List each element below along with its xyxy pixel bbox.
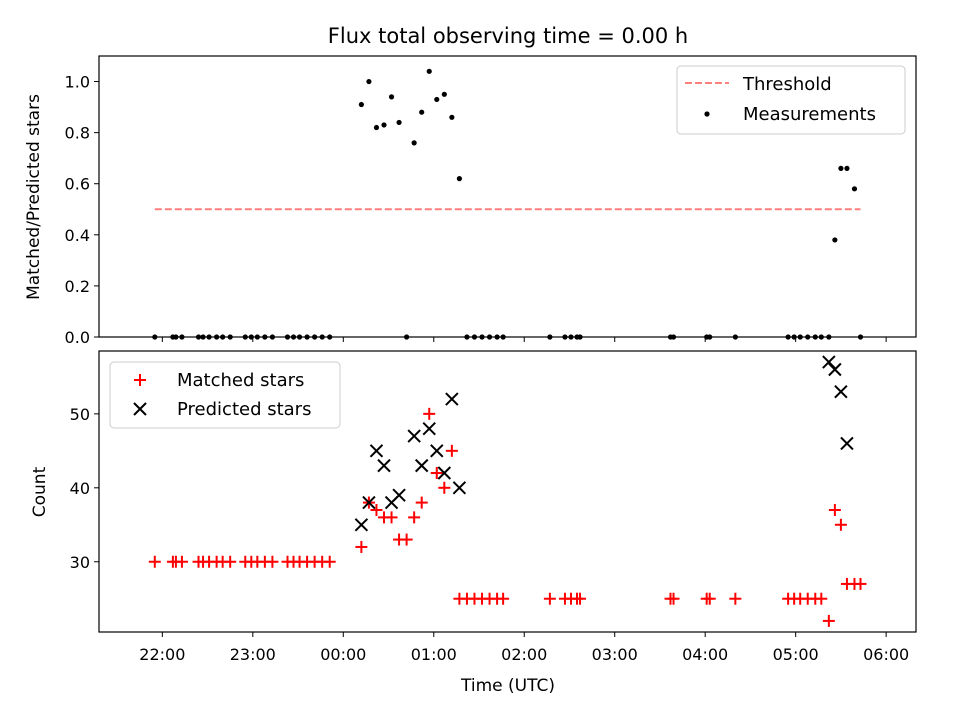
matched-point xyxy=(854,577,867,590)
measurement-point xyxy=(411,140,417,146)
matched-point xyxy=(834,518,847,531)
measurement-point xyxy=(832,237,838,243)
x-tick-label: 23:00 xyxy=(230,645,276,664)
predicted-point xyxy=(414,458,429,473)
bottom-plot-frame xyxy=(98,350,917,633)
matched-point xyxy=(497,592,510,605)
bottom-panel: 30 40 50 22:00 23:00 00:00 01:00 02:00 03:00 04:0… xyxy=(70,350,917,664)
matched-point xyxy=(266,555,279,568)
predicted-point xyxy=(354,518,369,532)
matched-point xyxy=(822,614,835,627)
measurement-point xyxy=(388,94,395,100)
measurement-point xyxy=(358,101,364,108)
y-tick-label: 50 xyxy=(70,405,90,424)
matched-point xyxy=(828,503,841,516)
measurement-point xyxy=(373,124,380,131)
predicted-point xyxy=(834,384,848,399)
matched-point xyxy=(574,592,587,605)
matched-point xyxy=(729,592,742,605)
top-panel: 0.0 0.2 0.4 0.6 0.8 1.0 xyxy=(65,55,917,347)
matched-point xyxy=(423,407,436,420)
predicted-point xyxy=(362,495,376,510)
matched-point xyxy=(430,467,443,480)
bottom-y-axis-label: Count xyxy=(30,466,50,517)
predicted-point xyxy=(407,429,421,443)
predicted-point xyxy=(422,421,436,436)
matched-point xyxy=(438,481,451,494)
matched-point xyxy=(224,555,237,568)
y-tick-label: 0.0 xyxy=(65,328,90,347)
matched-point xyxy=(703,592,716,605)
x-tick-label: 22:00 xyxy=(139,645,185,664)
x-tick-label: 02:00 xyxy=(501,645,547,664)
legend-matched-swatch xyxy=(134,374,146,386)
measurement-point xyxy=(396,119,402,126)
y-tick-label: 0.6 xyxy=(65,175,90,194)
measurement-point xyxy=(366,78,372,85)
matched-point xyxy=(175,555,188,568)
x-axis-label: Time (UTC) xyxy=(460,676,555,696)
legend-predicted-swatch xyxy=(133,402,147,416)
matched-point xyxy=(323,555,336,568)
matched-point xyxy=(148,555,161,568)
chart-title: Flux total observing time = 0.00 h xyxy=(328,24,688,48)
matched-point xyxy=(667,592,680,605)
top-legend: Threshold Measurements xyxy=(676,65,906,135)
legend-predicted-label: Predicted stars xyxy=(177,399,311,420)
measurement-point xyxy=(441,91,447,97)
predicted-point xyxy=(392,488,406,502)
matched-point xyxy=(408,511,421,524)
measurement-point xyxy=(449,114,455,120)
y-tick-label: 40 xyxy=(70,479,90,498)
predicted-point xyxy=(369,444,384,458)
matched-point xyxy=(543,592,556,605)
measurement-point xyxy=(419,109,425,115)
measurement-point xyxy=(851,186,858,192)
measurement-point xyxy=(456,176,462,182)
predicted-point xyxy=(828,362,842,377)
y-tick-label: 0.2 xyxy=(65,277,90,296)
predicted-point xyxy=(445,392,459,406)
y-tick-label: 0.8 xyxy=(65,124,90,143)
x-tick-label: 04:00 xyxy=(682,645,728,664)
predicted-point xyxy=(452,481,467,495)
measurement-point xyxy=(838,165,844,171)
top-plot-frame xyxy=(98,55,917,338)
y-tick-label: 30 xyxy=(70,553,90,572)
matched-point xyxy=(385,511,398,524)
matched-point xyxy=(815,592,828,605)
matched-point xyxy=(400,533,413,546)
matched-point xyxy=(355,540,368,553)
predicted-point xyxy=(840,436,854,451)
predicted-point xyxy=(430,444,444,458)
y-tick-label: 1.0 xyxy=(65,73,90,92)
x-tick-label: 06:00 xyxy=(863,645,909,664)
measurement-point xyxy=(434,96,440,103)
matched-point xyxy=(370,503,383,516)
predicted-point xyxy=(437,466,452,480)
x-tick-label: 05:00 xyxy=(773,645,819,664)
x-tick-label: 00:00 xyxy=(320,645,366,664)
matched-point xyxy=(445,444,458,457)
x-tick-label: 01:00 xyxy=(411,645,457,664)
top-y-axis-label: Matched/Predicted stars xyxy=(24,94,44,300)
y-tick-label: 0.4 xyxy=(65,226,90,245)
matched-point xyxy=(415,496,428,509)
legend-measurements-swatch xyxy=(704,111,710,117)
measurement-point xyxy=(426,68,432,74)
bottom-legend: Matched stars Predicted stars xyxy=(109,361,341,429)
x-tick-label: 03:00 xyxy=(592,645,638,664)
measurement-point xyxy=(844,165,850,171)
predicted-point xyxy=(377,458,391,473)
measurement-point xyxy=(381,122,387,128)
legend-matched-label: Matched stars xyxy=(177,370,304,391)
legend-measurements-label: Measurements xyxy=(743,104,876,125)
legend-threshold-label: Threshold xyxy=(742,74,832,95)
